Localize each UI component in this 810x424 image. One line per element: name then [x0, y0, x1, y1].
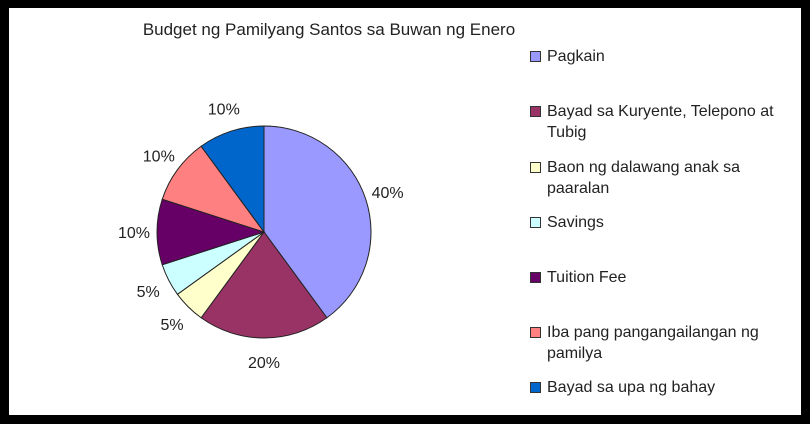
- pie-slice-label-4: 10%: [118, 225, 150, 242]
- legend-label-iba-pa: Iba pang pangangailangan ng pamilya: [547, 324, 759, 362]
- pie-slice-1: [200, 231, 328, 339]
- legend-label-baon: Baon ng dalawang anak sa paaralan: [547, 159, 741, 197]
- legend-swatch-tuition: [530, 272, 541, 283]
- chart-frame: Budget ng Pamilyang Santos sa Buwan ng E…: [9, 8, 801, 415]
- chart-title: Budget ng Pamilyang Santos sa Buwan ng E…: [142, 20, 516, 39]
- pie-slice-label-2: 5%: [161, 317, 184, 334]
- legend-item-tuition: Tuition Fee: [530, 267, 797, 288]
- legend-swatch-iba-pa: [530, 327, 541, 338]
- pie-slice-label-0: 40%: [372, 185, 404, 202]
- pie-slice-label-3: 5%: [137, 284, 160, 301]
- legend-swatch-pagkain: [530, 51, 541, 62]
- legend-swatch-savings: [530, 217, 541, 228]
- legend-item-pagkain: Pagkain: [530, 46, 797, 67]
- pie-slice-0: [263, 125, 372, 319]
- legend: Pagkain Bayad sa Kuryente, Telepono at T…: [530, 46, 800, 406]
- pie-slice-label-5: 10%: [143, 149, 175, 166]
- legend-item-upa: Bayad sa upa ng bahay: [530, 377, 797, 398]
- legend-swatch-baon: [530, 162, 541, 173]
- legend-item-baon: Baon ng dalawang anak sa paaralan: [530, 157, 797, 199]
- legend-label-upa: Bayad sa upa ng bahay: [547, 379, 716, 396]
- legend-item-kuryente: Bayad sa Kuryente, Telepono at Tubig: [530, 101, 797, 143]
- legend-label-pagkain: Pagkain: [547, 48, 605, 65]
- pie-slice-label-1: 20%: [248, 355, 280, 372]
- pie-slice-label-6: 10%: [208, 101, 240, 118]
- legend-swatch-kuryente: [530, 106, 541, 117]
- pie-slice-6: [200, 125, 265, 234]
- legend-label-tuition: Tuition Fee: [547, 269, 627, 286]
- pie-chart: 40% 20% 5%5% 10% 10% 10%: [118, 101, 404, 372]
- legend-item-savings: Savings: [530, 212, 797, 233]
- legend-item-iba-pa: Iba pang pangangailangan ng pamilya: [530, 322, 797, 364]
- legend-label-kuryente: Bayad sa Kuryente, Telepono at Tubig: [547, 103, 774, 141]
- legend-label-savings: Savings: [547, 214, 604, 231]
- legend-swatch-upa: [530, 382, 541, 393]
